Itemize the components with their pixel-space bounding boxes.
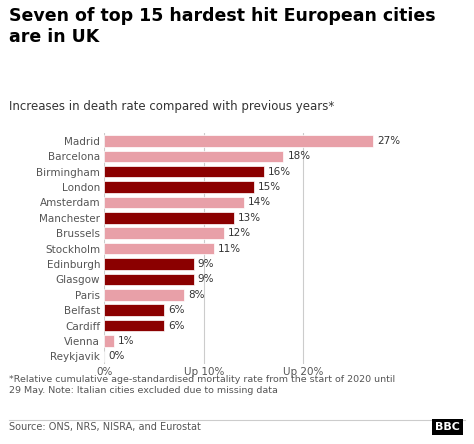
- Bar: [104, 166, 264, 178]
- Bar: [104, 197, 244, 208]
- Text: 13%: 13%: [237, 213, 261, 223]
- Text: 18%: 18%: [287, 151, 310, 161]
- Text: 9%: 9%: [198, 274, 214, 285]
- Text: 15%: 15%: [257, 182, 281, 192]
- Text: BBC: BBC: [435, 422, 460, 432]
- Bar: [104, 151, 283, 162]
- Bar: [104, 212, 234, 224]
- Bar: [104, 135, 373, 147]
- Bar: [104, 289, 184, 301]
- Text: 6%: 6%: [168, 305, 184, 315]
- Text: Seven of top 15 hardest hit European cities
are in UK: Seven of top 15 hardest hit European cit…: [9, 7, 436, 46]
- Bar: [104, 227, 224, 239]
- Text: 6%: 6%: [168, 321, 184, 331]
- Text: 27%: 27%: [377, 136, 400, 146]
- Bar: [104, 305, 164, 316]
- Text: 12%: 12%: [228, 228, 251, 238]
- Text: *Relative cumulative age-standardised mortality rate from the start of 2020 unti: *Relative cumulative age-standardised mo…: [9, 375, 396, 395]
- Bar: [104, 320, 164, 331]
- Bar: [104, 181, 254, 193]
- Text: 14%: 14%: [247, 198, 271, 207]
- Text: 8%: 8%: [188, 290, 204, 300]
- Bar: [104, 258, 194, 270]
- Bar: [104, 243, 214, 254]
- Text: 1%: 1%: [118, 336, 135, 346]
- Bar: [104, 274, 194, 285]
- Bar: [104, 335, 114, 347]
- Text: Increases in death rate compared with previous years*: Increases in death rate compared with pr…: [9, 100, 335, 113]
- Text: 11%: 11%: [218, 244, 241, 254]
- Text: Source: ONS, NRS, NISRA, and Eurostat: Source: ONS, NRS, NISRA, and Eurostat: [9, 422, 201, 432]
- Text: 9%: 9%: [198, 259, 214, 269]
- Text: 0%: 0%: [108, 351, 125, 361]
- Text: 16%: 16%: [267, 166, 291, 177]
